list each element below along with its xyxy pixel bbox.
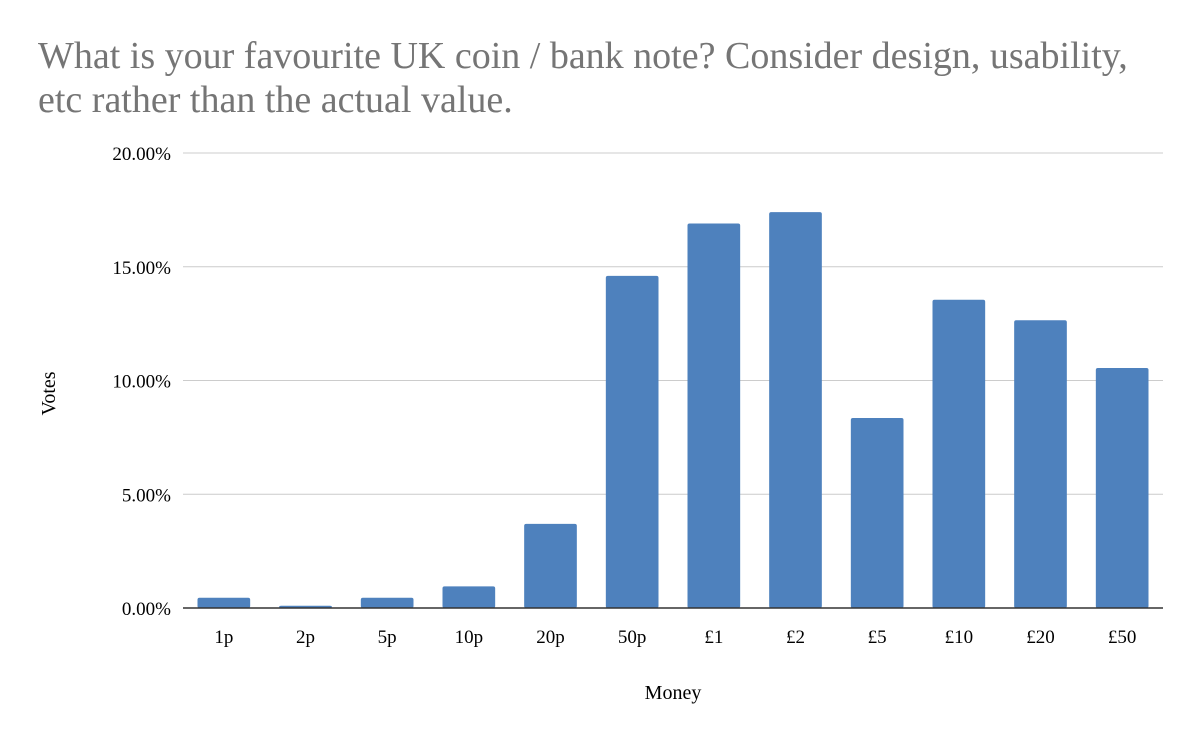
bar [932,299,986,608]
x-axis-title: Money [645,682,702,704]
bar [360,597,414,608]
bar [605,275,659,608]
x-tick-label: £50 [1108,627,1137,648]
x-tick-label: £20 [1026,627,1055,648]
bars [197,212,1149,608]
x-axis-ticks: 1p 2p 5p 10p 20p 50p £1 £2 £5 £10 £20 £50 [214,627,1136,648]
chart-title: What is your favourite UK coin / bank no… [38,35,1128,121]
x-tick-label: £2 [786,627,805,648]
bar [1095,367,1149,608]
x-tick-label: £1 [704,627,723,648]
x-tick-label: 10p [455,627,484,648]
y-axis-title: Votes [38,371,60,415]
x-tick-label: 2p [296,627,315,648]
x-tick-label: £10 [945,627,974,648]
x-tick-label: 50p [618,627,647,648]
y-tick-label: 5.00% [122,485,171,506]
bar [524,523,577,608]
x-tick-label: 5p [378,627,397,648]
y-tick-label: 15.00% [112,258,171,279]
y-tick-label: 10.00% [112,372,171,393]
bar [769,212,822,608]
y-axis-ticks: 0.00% 5.00% 10.00% 15.00% 20.00% [112,144,171,620]
y-tick-label: 0.00% [122,599,171,620]
bar [850,418,904,608]
bar [197,597,251,608]
x-tick-label: 1p [214,627,233,648]
bar [1014,320,1067,608]
gridlines [183,152,1163,495]
bar [442,586,496,608]
x-tick-label: £5 [868,627,887,648]
x-tick-label: 20p [536,627,565,648]
bar [687,223,741,608]
y-tick-label: 20.00% [112,144,171,165]
